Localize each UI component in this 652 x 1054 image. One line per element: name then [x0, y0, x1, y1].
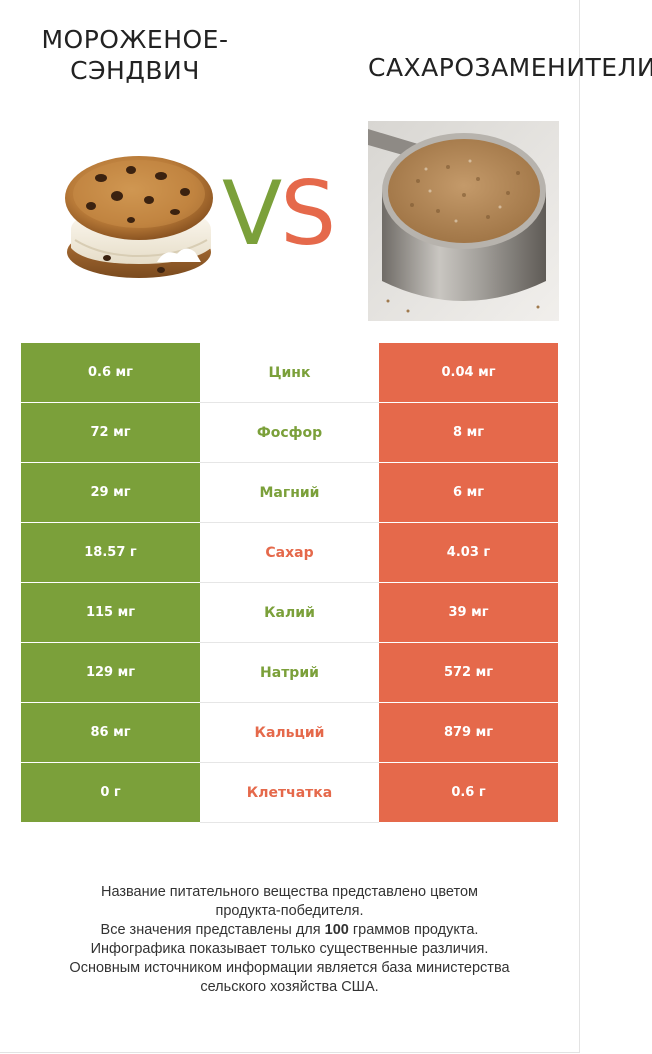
- footnote-line: продукта-победителя.: [215, 903, 364, 919]
- footnote-line: Название питательного вещества представл…: [100, 884, 479, 900]
- nutrient-name-cell: Калий: [200, 583, 379, 643]
- footnote: Название питательного вещества представл…: [0, 883, 579, 997]
- table-row: 18.57 г Сахар 4.03 г: [21, 523, 558, 583]
- right-value-cell: 0.04 мг: [379, 343, 558, 403]
- ice-cream-sandwich-image: [65, 156, 213, 278]
- nutrient-name-cell: Клетчатка: [200, 763, 379, 823]
- vs-label: VS: [222, 162, 336, 265]
- footnote-line: Основным источником информации является …: [69, 960, 510, 976]
- footnote-line: Все значения представлены для 100 граммо…: [0, 921, 579, 940]
- footnote-line: сельского хозяйства США.: [200, 979, 379, 995]
- left-value-cell: 86 мг: [21, 703, 200, 763]
- nutrient-name-cell: Кальций: [200, 703, 379, 763]
- table-row: 129 мг Натрий 572 мг: [21, 643, 558, 703]
- left-value-cell: 0.6 мг: [21, 343, 200, 403]
- left-value-cell: 129 мг: [21, 643, 200, 703]
- nutrient-name-cell: Сахар: [200, 523, 379, 583]
- right-value-cell: 0.6 г: [379, 763, 558, 823]
- comparison-table: 0.6 мг Цинк 0.04 мг 72 мг Фосфор 8 мг 29 мг Маг…: [21, 343, 558, 823]
- right-value-cell: 4.03 г: [379, 523, 558, 583]
- footnote-bold: 100: [324, 922, 349, 938]
- nutrient-name-cell: Фосфор: [200, 403, 379, 463]
- right-value-cell: 879 мг: [379, 703, 558, 763]
- table-row: 72 мг Фосфор 8 мг: [21, 403, 558, 463]
- footnote-text: Все значения представлены для: [100, 922, 325, 938]
- nutrient-name-cell: Натрий: [200, 643, 379, 703]
- footnote-text: граммов продукта.: [348, 922, 479, 938]
- table-row: 0 г Клетчатка 0.6 г: [21, 763, 558, 823]
- table-row: 86 мг Кальций 879 мг: [21, 703, 558, 763]
- nutrient-name-cell: Цинк: [200, 343, 379, 403]
- left-value-cell: 0 г: [21, 763, 200, 823]
- vs-v-letter: V: [222, 162, 282, 265]
- nutrient-name-cell: Магний: [200, 463, 379, 523]
- left-product-title-line2: СЭНДВИЧ: [70, 56, 200, 85]
- left-value-cell: 18.57 г: [21, 523, 200, 583]
- sugar-substitute-image: [368, 121, 559, 321]
- table-row: 0.6 мг Цинк 0.04 мг: [21, 343, 558, 403]
- right-product-title: САХАРОЗАМЕНИТЕЛИ: [368, 53, 652, 82]
- right-value-cell: 6 мг: [379, 463, 558, 523]
- left-value-cell: 115 мг: [21, 583, 200, 643]
- left-product-title-line1: МОРОЖЕНОЕ-: [41, 25, 229, 54]
- footnote-line: Инфографика показывает только существенн…: [90, 941, 489, 957]
- vs-s-letter: S: [280, 162, 336, 265]
- left-value-cell: 72 мг: [21, 403, 200, 463]
- table-row: 29 мг Магний 6 мг: [21, 463, 558, 523]
- left-product-title: МОРОЖЕНОЕ- СЭНДВИЧ: [20, 24, 250, 86]
- right-value-cell: 572 мг: [379, 643, 558, 703]
- table-row: 115 мг Калий 39 мг: [21, 583, 558, 643]
- right-value-cell: 8 мг: [379, 403, 558, 463]
- right-value-cell: 39 мг: [379, 583, 558, 643]
- left-value-cell: 29 мг: [21, 463, 200, 523]
